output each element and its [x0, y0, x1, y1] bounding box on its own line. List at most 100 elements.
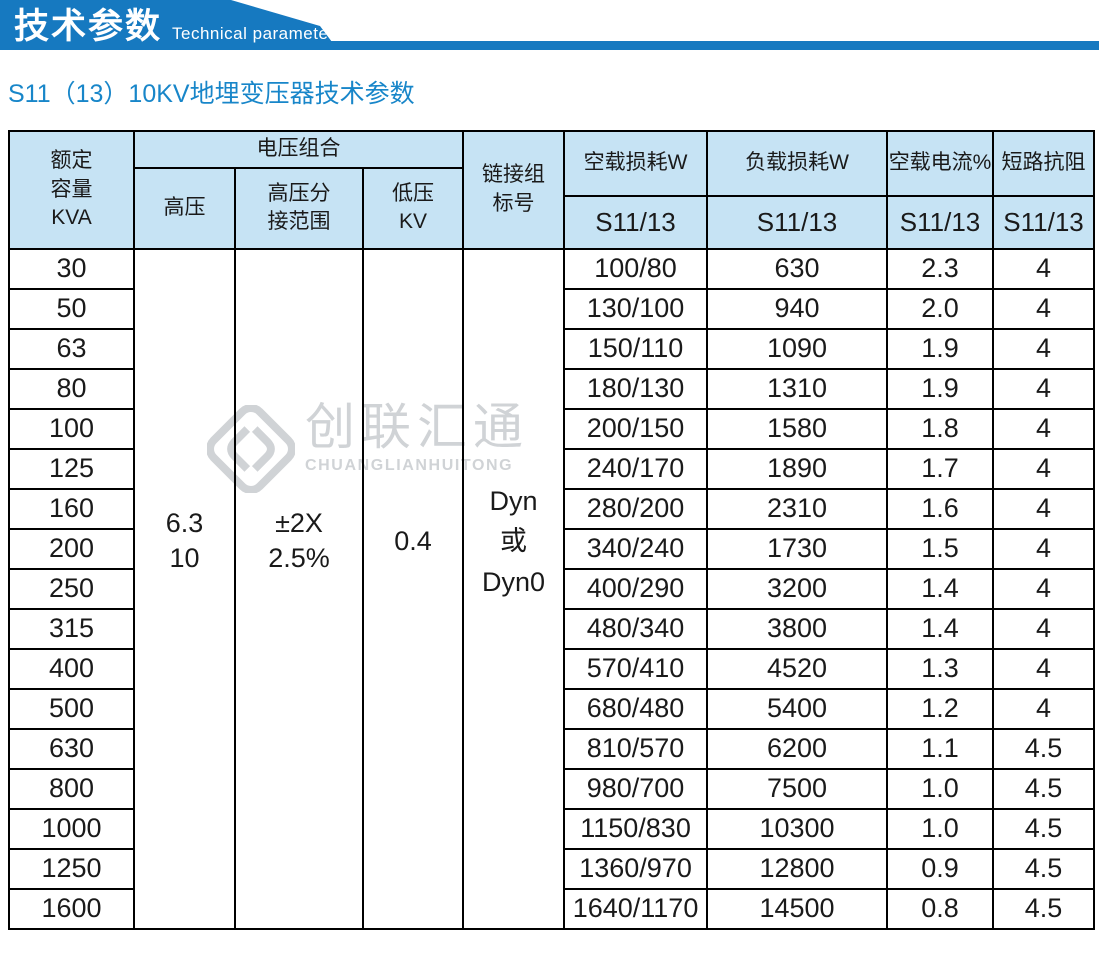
- cell-load-loss: 1730: [706, 527, 889, 570]
- cell-no-load-loss: 1360/970: [563, 847, 709, 890]
- cell-load-loss: 3200: [706, 567, 889, 610]
- cell-hv-merged: 6.3 10: [133, 247, 236, 930]
- table-row: 1250 1360/970 12800 0.9 4.5: [8, 847, 1096, 890]
- header-model-noload: S11/13: [563, 194, 709, 250]
- cell-kva: 250: [8, 567, 135, 610]
- cell-load-loss: 630: [706, 247, 889, 290]
- table-header: 额定 容量 KVA 电压组合 链接组 标号 空载损耗W 负载损耗W 空载电流% …: [8, 129, 1096, 250]
- cell-impedance: 4: [992, 687, 1096, 730]
- cell-load-loss: 5400: [706, 687, 889, 730]
- cell-no-load-current: 1.5: [886, 527, 995, 570]
- cell-load-loss: 6200: [706, 727, 889, 770]
- cell-no-load-loss: 240/170: [563, 447, 709, 490]
- cell-impedance: 4: [992, 367, 1096, 410]
- table-row: 630 810/570 6200 1.1 4.5: [8, 727, 1096, 770]
- banner: 技术参数 Technical parameter: [0, 0, 1099, 50]
- cell-no-load-current: 1.3: [886, 647, 995, 690]
- cell-no-load-loss: 400/290: [563, 567, 709, 610]
- cell-no-load-loss: 1640/1170: [563, 887, 709, 930]
- spec-table-wrap: 创联汇通 CHUANGLIANHUITONG 额定 容量 KVA 电压组合 链接…: [8, 129, 1096, 930]
- cell-no-load-current: 0.8: [886, 887, 995, 930]
- cell-kva: 400: [8, 647, 135, 690]
- cell-impedance: 4.5: [992, 807, 1096, 850]
- cell-kva: 50: [8, 287, 135, 330]
- header-load-loss: 负载损耗W: [706, 129, 889, 197]
- cell-kva: 80: [8, 367, 135, 410]
- cell-no-load-current: 1.1: [886, 727, 995, 770]
- cell-impedance: 4.5: [992, 847, 1096, 890]
- cell-no-load-loss: 980/700: [563, 767, 709, 810]
- cell-no-load-loss: 150/110: [563, 327, 709, 370]
- header-lv: 低压 KV: [361, 166, 465, 250]
- banner-ribbon: 技术参数 Technical parameter: [0, 0, 338, 50]
- cell-impedance: 4: [992, 527, 1096, 570]
- banner-title-en: Technical parameter: [172, 24, 335, 43]
- banner-strip: [0, 41, 1099, 50]
- cell-impedance: 4.5: [992, 727, 1096, 770]
- cell-impedance: 4.5: [992, 887, 1096, 930]
- header-vector-group: 链接组 标号: [462, 129, 566, 250]
- cell-no-load-current: 1.7: [886, 447, 995, 490]
- header-voltage-group: 电压组合: [132, 129, 465, 169]
- cell-kva: 1600: [8, 887, 135, 930]
- cell-impedance: 4: [992, 647, 1096, 690]
- header-hv: 高压: [133, 166, 236, 250]
- cell-load-loss: 7500: [706, 767, 889, 810]
- cell-no-load-current: 1.9: [886, 367, 995, 410]
- table-row: 250 400/290 3200 1.4 4: [8, 567, 1096, 610]
- cell-kva: 160: [8, 487, 135, 530]
- cell-impedance: 4: [992, 327, 1096, 370]
- cell-kva: 1250: [8, 847, 135, 890]
- cell-no-load-current: 1.0: [886, 807, 995, 850]
- table-row: 315 480/340 3800 1.4 4: [8, 607, 1096, 650]
- cell-impedance: 4: [992, 567, 1096, 610]
- cell-load-loss: 1090: [706, 327, 889, 370]
- cell-kva: 1000: [8, 807, 135, 850]
- cell-no-load-current: 1.4: [886, 567, 995, 610]
- page-title: S11（13）10KV地埋变压器技术参数: [8, 80, 415, 108]
- cell-kva: 125: [8, 447, 135, 490]
- cell-impedance: 4: [992, 487, 1096, 530]
- cell-load-loss: 10300: [706, 807, 889, 850]
- cell-kva: 63: [8, 327, 135, 370]
- table-row: 80 180/130 1310 1.9 4: [8, 367, 1096, 410]
- cell-no-load-current: 0.9: [886, 847, 995, 890]
- spec-table: 额定 容量 KVA 电压组合 链接组 标号 空载损耗W 负载损耗W 空载电流% …: [8, 129, 1096, 930]
- header-model-load: S11/13: [706, 194, 889, 250]
- cell-impedance: 4: [992, 407, 1096, 450]
- cell-no-load-current: 1.8: [886, 407, 995, 450]
- cell-load-loss: 14500: [706, 887, 889, 930]
- cell-no-load-loss: 480/340: [563, 607, 709, 650]
- cell-kva: 100: [8, 407, 135, 450]
- cell-no-load-current: 1.0: [886, 767, 995, 810]
- table-row: 63 150/110 1090 1.9 4: [8, 327, 1096, 370]
- cell-no-load-loss: 100/80: [563, 247, 709, 290]
- cell-no-load-current: 1.2: [886, 687, 995, 730]
- cell-no-load-loss: 180/130: [563, 367, 709, 410]
- cell-kva: 30: [8, 247, 135, 290]
- table-row: 50 130/100 940 2.0 4: [8, 287, 1096, 330]
- table-row: 800 980/700 7500 1.0 4.5: [8, 767, 1096, 810]
- cell-no-load-loss: 570/410: [563, 647, 709, 690]
- cell-hv-tap-merged: ±2X 2.5%: [234, 247, 364, 930]
- cell-kva: 630: [8, 727, 135, 770]
- cell-kva: 315: [8, 607, 135, 650]
- cell-kva: 800: [8, 767, 135, 810]
- header-model-impedance: S11/13: [992, 194, 1096, 250]
- cell-impedance: 4.5: [992, 767, 1096, 810]
- cell-load-loss: 940: [706, 287, 889, 330]
- cell-no-load-loss: 680/480: [563, 687, 709, 730]
- table-row: 1000 1150/830 10300 1.0 4.5: [8, 807, 1096, 850]
- header-hv-tap: 高压分 接范围: [234, 166, 364, 250]
- cell-no-load-loss: 340/240: [563, 527, 709, 570]
- cell-load-loss: 2310: [706, 487, 889, 530]
- header-model-current: S11/13: [886, 194, 995, 250]
- cell-kva: 500: [8, 687, 135, 730]
- cell-no-load-loss: 810/570: [563, 727, 709, 770]
- cell-impedance: 4: [992, 607, 1096, 650]
- header-no-load-current: 空载电流%: [886, 129, 995, 197]
- banner-title: 技术参数: [14, 7, 163, 47]
- table-row: 100 200/150 1580 1.8 4: [8, 407, 1096, 450]
- table-row: 500 680/480 5400 1.2 4: [8, 687, 1096, 730]
